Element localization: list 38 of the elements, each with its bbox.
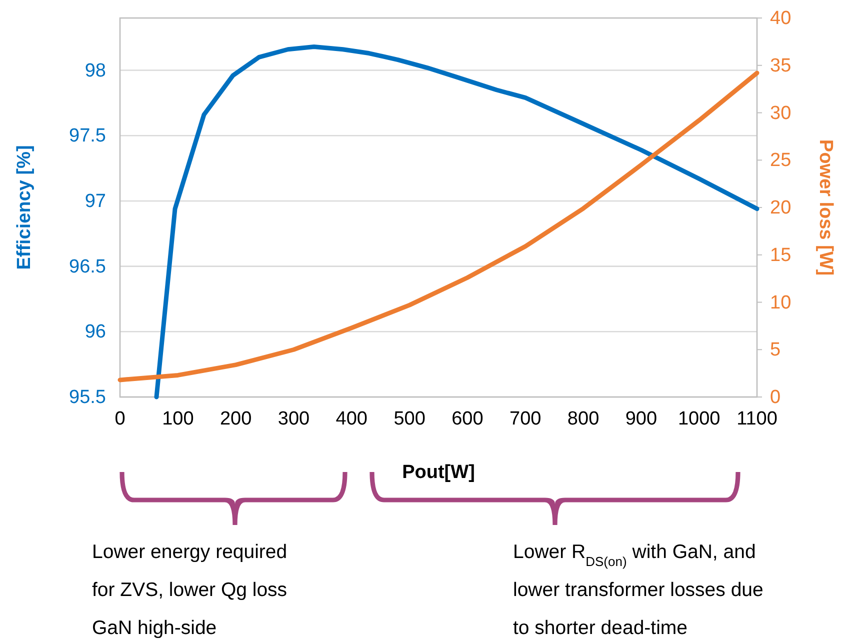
- x-tick-label: 700: [510, 408, 542, 430]
- y-tick-label: 97: [84, 191, 106, 212]
- y2-tick-label: 30: [770, 102, 792, 124]
- y2-tick-label: 10: [770, 292, 792, 314]
- text: Lower R$_{DS(on)}$ with GaN, and: [513, 541, 756, 568]
- text: to shorter dead-time: [513, 617, 688, 639]
- y2-axis-title: Power loss [W]: [815, 139, 836, 276]
- text: GaN high-side: [92, 617, 217, 639]
- y2-tick-label: 40: [770, 8, 792, 30]
- x-tick-label: 500: [394, 408, 426, 430]
- y2-tick-label: 35: [770, 55, 792, 76]
- y-axis-title: Efficiency [%]: [14, 145, 35, 270]
- y2-tick-label: 20: [770, 198, 792, 219]
- y2-tick-label: 0: [770, 387, 781, 408]
- x-tick-label: 100: [162, 408, 194, 430]
- x-tick-label: 0: [114, 408, 126, 430]
- y-tick-label: 96: [84, 322, 106, 343]
- x-tick-label: 1100: [736, 408, 778, 430]
- line-series: [118, 70, 760, 382]
- x-tick-label: 400: [336, 408, 368, 430]
- text: Lower energy required: [92, 541, 288, 563]
- x-tick-label: 800: [567, 408, 600, 430]
- x-tick-label: 600: [452, 408, 484, 430]
- x-tick-label: 200: [220, 408, 252, 430]
- x-axis-title: Pout[W]: [402, 462, 475, 483]
- y-tick-label: 96.5: [69, 256, 106, 278]
- line-series: [154, 44, 760, 400]
- y2-tick-label: 25: [770, 150, 792, 172]
- text: for ZVS, lower Qg loss: [92, 579, 288, 601]
- y2-tick-label: 5: [770, 340, 781, 361]
- x-tick-label: 300: [278, 408, 310, 430]
- y-tick-label: 95.5: [69, 387, 106, 408]
- x-tick-label: 1000: [678, 408, 720, 430]
- x-tick-label: 900: [625, 408, 658, 430]
- text: lower transformer losses due: [513, 579, 764, 601]
- y-tick-label: 98: [84, 60, 106, 82]
- y2-tick-label: 15: [770, 244, 792, 266]
- y-tick-label: 97.5: [69, 126, 106, 147]
